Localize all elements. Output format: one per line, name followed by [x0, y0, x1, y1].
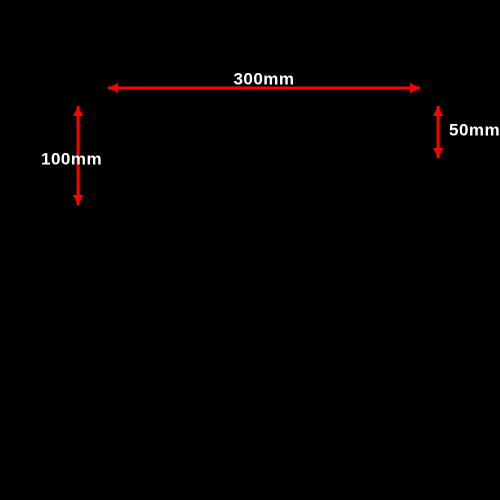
arrowhead-icon: [73, 106, 83, 116]
dimension-label: 100mm: [41, 149, 102, 168]
arrowhead-icon: [108, 83, 118, 93]
dimension-label: 50mm: [449, 120, 500, 139]
arrowhead-icon: [73, 195, 83, 205]
arrowhead-icon: [433, 148, 443, 158]
arrowhead-icon: [410, 83, 420, 93]
dimension-left: 100mm: [41, 106, 102, 205]
dimension-width: 300mm: [108, 69, 420, 93]
dimension-right: 50mm: [433, 106, 500, 158]
dimension-label: 300mm: [233, 69, 294, 88]
arrowhead-icon: [433, 106, 443, 116]
